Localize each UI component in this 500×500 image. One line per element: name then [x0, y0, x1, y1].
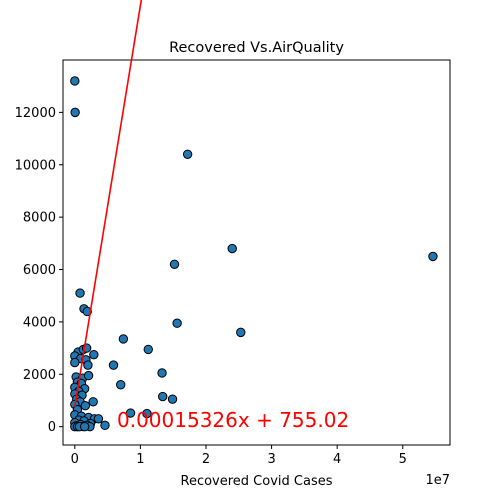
x-axis: 0 1 2 3 4 5 — [71, 445, 407, 467]
regression-line — [74, 0, 143, 408]
scatter-point — [236, 327, 246, 338]
x-axis-offset-label: 1e7 — [425, 473, 450, 488]
scatter-point — [158, 391, 168, 402]
scatter-point — [108, 360, 119, 370]
scatter-point — [227, 243, 237, 254]
scatter-point — [70, 76, 80, 86]
scatter-point — [125, 408, 136, 418]
scatter-point — [100, 420, 110, 431]
scatter-point — [428, 251, 438, 262]
plot-frame — [62, 59, 451, 446]
scatter-point — [89, 349, 99, 360]
y-tick-label: 10000 — [15, 158, 56, 173]
y-tick-label: 6000 — [23, 263, 56, 278]
scatter-point — [93, 414, 104, 424]
regression-equation-label: 0.00015326x + 755.02 — [117, 408, 349, 432]
x-tick-label: 1 — [136, 452, 144, 467]
chart-title: Recovered Vs.AirQuality — [169, 40, 344, 56]
scatter-point — [182, 149, 193, 159]
y-tick-label: 2000 — [23, 368, 56, 383]
scatter-point — [157, 368, 167, 378]
y-tick-label: 12000 — [15, 106, 56, 121]
scatter-point — [88, 397, 98, 407]
x-tick-label: 2 — [202, 452, 210, 467]
x-tick-label: 3 — [267, 452, 275, 467]
scatter-point — [172, 318, 182, 328]
scatter-point — [143, 344, 153, 355]
x-axis-label: Recovered Covid Cases — [181, 474, 333, 489]
points-layer — [70, 76, 438, 432]
y-tick-label: 8000 — [23, 211, 56, 226]
scatter-point — [167, 394, 178, 404]
scatter-point — [116, 380, 126, 390]
scatter-point — [70, 107, 80, 118]
scatter-point — [83, 370, 94, 381]
scatter-point — [118, 334, 129, 344]
y-tick-label: 0 — [48, 420, 56, 435]
scatter-point — [83, 360, 93, 370]
scatter-point — [80, 401, 91, 411]
x-tick-label: 0 — [71, 452, 79, 467]
y-axis: 0 2000 4000 6000 8000 10000 12000 — [15, 106, 63, 435]
scatter-point — [142, 408, 152, 419]
y-tick-label: 4000 — [23, 315, 56, 330]
scatter-point — [169, 259, 180, 269]
plot-area: 0.00015326x + 755.02 — [62, 0, 451, 446]
x-tick-label: 4 — [333, 452, 341, 467]
scatter-point — [75, 288, 85, 298]
scatter-point — [79, 421, 90, 432]
scatter-point — [70, 357, 80, 368]
x-tick-label: 5 — [399, 452, 407, 467]
